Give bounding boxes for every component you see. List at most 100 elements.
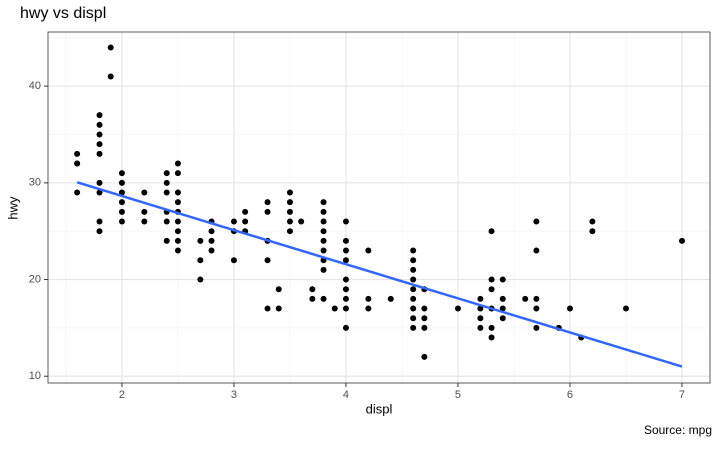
point — [365, 247, 372, 254]
point — [421, 324, 428, 331]
point — [163, 189, 170, 196]
point — [174, 237, 181, 244]
point — [589, 218, 596, 225]
y-tick-label: 20 — [29, 273, 41, 285]
point — [163, 218, 170, 225]
point — [488, 228, 495, 235]
point — [174, 199, 181, 206]
point — [477, 324, 484, 331]
point — [298, 218, 305, 225]
point — [264, 208, 271, 215]
point — [421, 305, 428, 312]
point — [96, 179, 103, 186]
point — [163, 179, 170, 186]
x-tick-label: 7 — [679, 389, 685, 401]
point — [118, 189, 125, 196]
point — [208, 247, 215, 254]
x-axis-label: displ — [366, 401, 393, 416]
point — [286, 189, 293, 196]
point — [678, 237, 685, 244]
point — [107, 73, 114, 80]
point — [365, 295, 372, 302]
point — [320, 208, 327, 215]
point — [163, 237, 170, 244]
x-tick-label: 6 — [567, 389, 573, 401]
point — [477, 295, 484, 302]
point — [118, 218, 125, 225]
point — [174, 170, 181, 177]
point — [410, 276, 417, 283]
point — [331, 305, 338, 312]
point — [533, 324, 540, 331]
point — [488, 276, 495, 283]
point — [174, 160, 181, 167]
point — [342, 257, 349, 264]
point — [566, 305, 573, 312]
point — [342, 305, 349, 312]
point — [141, 189, 148, 196]
point — [96, 121, 103, 128]
point — [264, 257, 271, 264]
point — [230, 257, 237, 264]
point — [208, 228, 215, 235]
point — [174, 189, 181, 196]
point — [342, 286, 349, 293]
point — [320, 295, 327, 302]
point — [533, 247, 540, 254]
point — [410, 295, 417, 302]
point — [342, 295, 349, 302]
panel — [48, 32, 710, 383]
point — [118, 170, 125, 177]
point — [74, 160, 81, 167]
point — [96, 141, 103, 148]
y-tick-label: 40 — [29, 80, 41, 92]
point — [96, 112, 103, 119]
point — [533, 305, 540, 312]
point — [499, 276, 506, 283]
chart-title: hwy vs displ — [20, 5, 106, 22]
point — [488, 324, 495, 331]
point — [589, 228, 596, 235]
point — [421, 315, 428, 322]
point — [174, 247, 181, 254]
y-tick-label: 30 — [29, 177, 41, 189]
point — [533, 295, 540, 302]
point — [320, 266, 327, 273]
point — [242, 218, 249, 225]
fit-line — [76, 181, 683, 368]
point — [499, 315, 506, 322]
point — [309, 286, 316, 293]
point — [242, 208, 249, 215]
y-axis-label: hwy — [5, 196, 20, 220]
point — [286, 199, 293, 206]
point — [622, 305, 629, 312]
x-tick-label: 2 — [119, 389, 125, 401]
point — [197, 257, 204, 264]
point — [197, 237, 204, 244]
point — [320, 247, 327, 254]
point — [342, 247, 349, 254]
point — [275, 286, 282, 293]
point — [477, 305, 484, 312]
point — [163, 170, 170, 177]
point — [454, 305, 461, 312]
point — [275, 305, 282, 312]
panel-border — [47, 31, 711, 384]
point — [533, 218, 540, 225]
point — [96, 189, 103, 196]
point — [477, 315, 484, 322]
point — [421, 353, 428, 360]
point — [320, 228, 327, 235]
point — [96, 218, 103, 225]
x-tick-label: 5 — [455, 389, 461, 401]
point — [208, 237, 215, 244]
point — [342, 276, 349, 283]
point — [342, 237, 349, 244]
point — [174, 218, 181, 225]
point — [286, 228, 293, 235]
point — [410, 324, 417, 331]
point — [410, 286, 417, 293]
point — [488, 334, 495, 341]
